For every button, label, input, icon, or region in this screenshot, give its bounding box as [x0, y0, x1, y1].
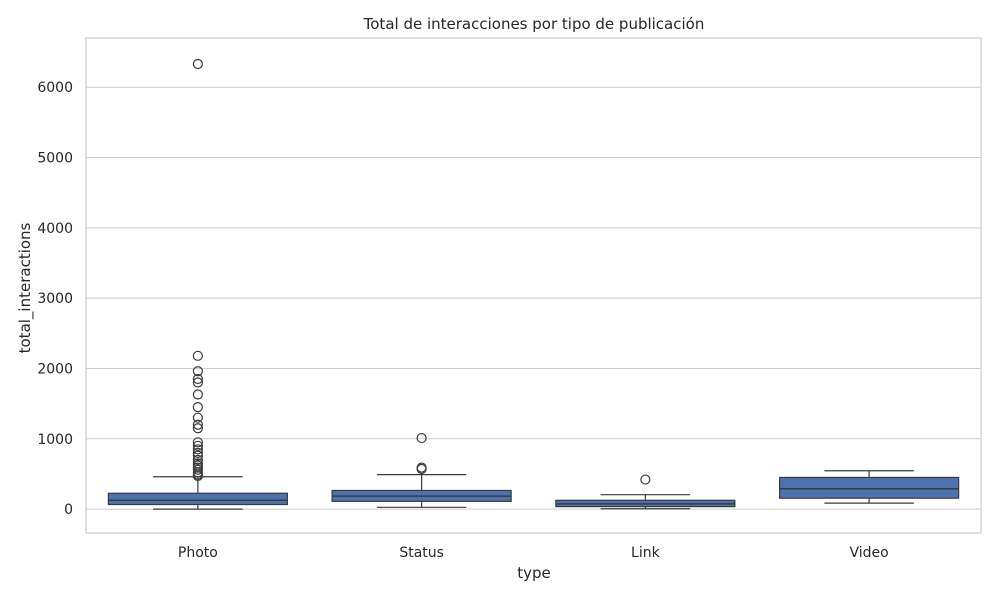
outlier-point [192, 447, 203, 458]
x-axis-ticks: Photo Status Link Video [178, 545, 889, 561]
outlier-point [192, 458, 203, 469]
outlier-point [192, 58, 203, 70]
outlier-point [192, 450, 203, 461]
iqr-box [779, 476, 960, 499]
iqr-box [107, 492, 288, 506]
outlier-point [416, 432, 427, 444]
y-tick-label: 0 [64, 502, 73, 518]
y-tick-label: 1000 [37, 432, 73, 448]
outlier-point [192, 444, 203, 455]
outlier-point [192, 440, 203, 451]
outlier-point [192, 373, 203, 385]
chart-title: Total de interacciones por tipo de publi… [363, 15, 705, 33]
y-axis-label: total_interactions [16, 222, 35, 353]
x-tick-label: Photo [178, 545, 218, 561]
outlier-point [192, 350, 203, 361]
box-video [779, 470, 960, 504]
outlier-point [192, 437, 203, 448]
x-axis-label: type [517, 564, 551, 582]
outlier-point [192, 412, 203, 423]
box-link [555, 474, 736, 510]
box-status [331, 432, 512, 508]
outlier-point [416, 462, 427, 473]
box-photo [107, 58, 288, 510]
y-tick-label: 2000 [37, 361, 73, 377]
box-series [107, 58, 960, 510]
plot-frame [85, 37, 982, 534]
x-tick-label: Video [850, 545, 889, 561]
y-tick-label: 5000 [37, 151, 73, 167]
x-tick-label: Link [631, 545, 661, 561]
y-tick-label: 6000 [37, 80, 73, 96]
outlier-point [192, 419, 203, 430]
outlier-point [192, 389, 203, 400]
outlier-point [192, 402, 203, 413]
outlier-point [192, 366, 203, 377]
outlier-point [192, 454, 203, 465]
x-tick-label: Status [399, 545, 444, 561]
y-tick-label: 4000 [37, 221, 73, 237]
outlier-point [192, 423, 203, 434]
grid-lines [86, 86, 981, 510]
outlier-point [640, 474, 651, 485]
y-axis-ticks: 0 1000 2000 3000 4000 5000 6000 [37, 80, 73, 518]
y-tick-label: 3000 [37, 291, 73, 307]
outlier-point [192, 377, 203, 388]
